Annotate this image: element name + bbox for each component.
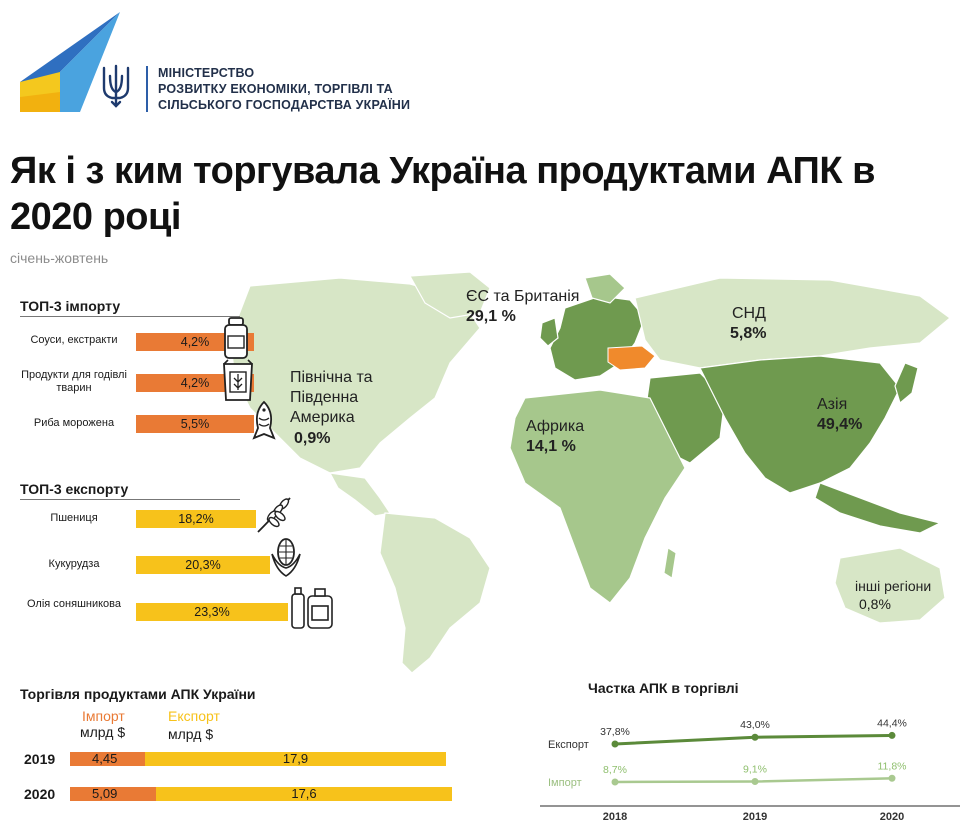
region-asia-name: Азія xyxy=(817,396,848,413)
top-export-heading: ТОП-3 експорту xyxy=(20,481,129,497)
trade-export-bar: 17,6 xyxy=(156,787,452,801)
legend-export-unit: млрд $ xyxy=(168,726,214,742)
page-title: Як і з ким торгувала Україна продуктами … xyxy=(10,150,875,238)
world-map xyxy=(229,271,951,674)
region-cis-value: 5,8% xyxy=(730,325,767,342)
share-data-label: 11,8% xyxy=(878,760,907,772)
map-africa xyxy=(509,389,686,604)
trade-export-bar: 17,9 xyxy=(145,752,446,766)
map-ukraine xyxy=(607,345,656,371)
import-bar: 5,5% xyxy=(136,415,254,433)
region-other-name: інші регіони xyxy=(855,578,932,594)
region-asia-value: 49,4% xyxy=(817,416,863,433)
corn-icon xyxy=(271,538,301,577)
share-data-label: 44,4% xyxy=(877,717,907,729)
export-bar-value: 20,3% xyxy=(185,558,221,572)
region-americas-value: 0,9% xyxy=(294,430,331,447)
trade-export-value: 17,9 xyxy=(282,751,309,766)
map-cis xyxy=(634,277,951,369)
share-series-name: Експорт xyxy=(548,739,589,751)
region-africa-name: Африка xyxy=(526,418,585,435)
trade-import-bar: 4,45 xyxy=(70,752,145,766)
export-item-label: Пшениця xyxy=(50,512,98,524)
region-africa-value: 14,1 % xyxy=(526,438,576,455)
export-item-label: Олія соняшникова xyxy=(26,598,121,610)
map-greenland xyxy=(409,271,491,319)
trade-import-value: 4,45 xyxy=(92,751,118,766)
export-bar: 23,3% xyxy=(136,603,288,621)
import-bar-value: 5,5% xyxy=(180,417,210,431)
map-japan xyxy=(894,362,919,405)
import-item-label: Соуси, екстракти xyxy=(30,334,118,346)
top-export-divider xyxy=(20,499,240,500)
share-chart-title: Частка АПК в торгівлі xyxy=(588,680,739,696)
share-data-label: 37,8% xyxy=(600,726,630,738)
trade-import-value: 5,09 xyxy=(92,786,118,801)
top-import-heading: ТОП-3 імпорту xyxy=(20,298,121,314)
trade-import-bar: 5,09 xyxy=(70,787,156,801)
map-scandinavia xyxy=(584,273,626,304)
map-asia xyxy=(699,355,901,494)
share-line-chart: 37,8% 43,0% 44,4% Експорт 8,7% 9,1% 11,8% Імпор… xyxy=(540,717,960,823)
ministry-logo-mark xyxy=(20,12,120,112)
import-item-label: Риба морожена xyxy=(33,417,115,429)
trade-bars-area: 4,45 17,9 5,09 17,6 xyxy=(70,752,452,802)
fish-icon xyxy=(252,400,276,440)
trade-export-value: 17,6 xyxy=(291,786,317,801)
export-bar: 18,2% xyxy=(136,510,256,528)
map-britain xyxy=(539,317,559,347)
map-australia xyxy=(834,547,946,624)
export-bar-value: 18,2% xyxy=(178,512,214,526)
map-central-america xyxy=(328,472,391,517)
map-madagascar xyxy=(663,547,677,579)
share-data-label: 8,7% xyxy=(603,764,627,776)
legend-import: Імпорт xyxy=(82,708,125,724)
trident-emblem-icon xyxy=(102,64,130,108)
jar-icon xyxy=(224,317,248,359)
share-point xyxy=(888,731,896,739)
ministry-name-line-1: МІНІСТЕРСТВО xyxy=(158,66,255,80)
share-data-label: 43,0% xyxy=(740,719,770,731)
trade-year-label: 2019 xyxy=(24,751,56,767)
legend-import-unit: млрд $ xyxy=(80,724,126,740)
share-x-tick: 2018 xyxy=(603,811,627,823)
legend-export: Експорт xyxy=(168,708,220,724)
region-americas-name: Північна та Південна Америка xyxy=(290,369,373,426)
region-eu-name: ЄС та Британія xyxy=(466,288,580,305)
trade-chart-title: Торгівля продуктами АПК України xyxy=(20,686,256,702)
share-series-name: Імпорт xyxy=(548,777,582,789)
region-eu-value: 29,1 % xyxy=(466,308,516,325)
export-item-label: Кукурудза xyxy=(48,558,100,570)
import-bar-value: 4,2% xyxy=(180,376,210,390)
map-southeast-asia xyxy=(814,482,942,534)
trade-year-label: 2020 xyxy=(24,786,56,802)
share-x-tick: 2020 xyxy=(880,811,904,823)
top-import-divider xyxy=(20,316,240,317)
export-bar: 20,3% xyxy=(136,556,270,574)
oil-bottles-icon xyxy=(291,587,333,629)
share-data-label: 9,1% xyxy=(743,764,767,776)
share-point xyxy=(751,778,759,786)
region-cis-name: СНД xyxy=(732,305,766,322)
map-south-america xyxy=(379,512,491,674)
export-bar-value: 23,3% xyxy=(194,605,230,619)
feed-bag-icon xyxy=(223,359,253,401)
wheat-icon xyxy=(257,497,291,533)
page-subtitle: січень-жовтень xyxy=(10,250,109,266)
ministry-divider xyxy=(146,66,148,112)
ministry-name-line-3: СІЛЬСЬКОГО ГОСПОДАРСТВА УКРАЇНИ xyxy=(158,98,411,112)
share-point xyxy=(611,740,619,748)
import-item-label: Продукти для годівлі тварин xyxy=(21,369,127,394)
region-other-value: 0,8% xyxy=(859,596,891,612)
import-bar-value: 4,2% xyxy=(180,335,210,349)
ministry-name-line-2: РОЗВИТКУ ЕКОНОМІКИ, ТОРГІВЛІ ТА xyxy=(158,82,393,96)
share-x-tick: 2019 xyxy=(743,811,767,823)
share-point xyxy=(888,774,896,782)
share-point xyxy=(611,778,619,786)
share-point xyxy=(751,733,759,741)
